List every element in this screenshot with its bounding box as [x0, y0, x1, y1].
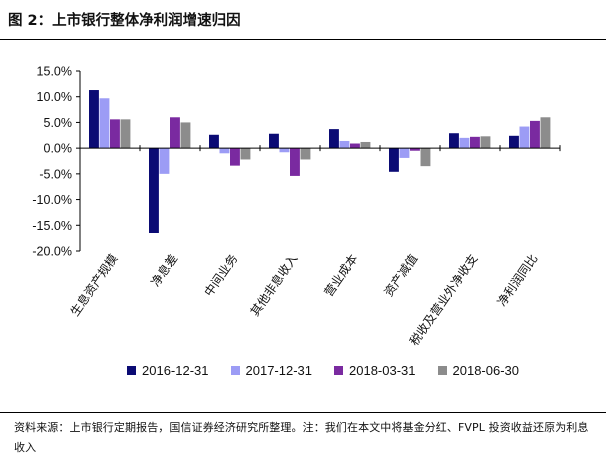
bar	[209, 134, 219, 149]
bar	[420, 148, 431, 167]
bar	[530, 120, 540, 149]
bar	[219, 148, 230, 154]
legend-item: 2016-12-31	[127, 363, 209, 378]
bar	[170, 117, 180, 149]
y-tick-label: -10.0%	[32, 193, 72, 207]
bar	[470, 136, 480, 149]
legend-label: 2018-06-30	[452, 363, 520, 378]
bar	[410, 148, 420, 151]
legend-swatch	[334, 366, 343, 375]
category-label: 税收及营业外净收支	[407, 252, 480, 349]
bar	[449, 133, 459, 149]
category-label: 资产减值	[381, 251, 421, 299]
y-tick-label: -20.0%	[32, 245, 72, 259]
bar	[110, 119, 120, 149]
y-tick-label: 0.0%	[44, 142, 73, 156]
legend-swatch	[437, 366, 447, 375]
y-tick-label: 5.0%	[44, 116, 73, 130]
y-tick-label: -15.0%	[32, 219, 72, 233]
bar	[350, 143, 360, 149]
y-tick-label: 10.0%	[37, 90, 72, 104]
bar	[360, 141, 371, 149]
bar	[240, 148, 251, 160]
bar	[180, 122, 191, 149]
bar	[159, 148, 170, 174]
chart-title: 图 2：上市银行整体净利润增速归因	[8, 13, 241, 29]
bar	[399, 148, 410, 158]
bar	[509, 135, 519, 149]
top-rule	[0, 39, 606, 40]
legend-label: 2017-12-31	[245, 363, 313, 378]
bar	[480, 136, 491, 149]
legend-swatch	[127, 366, 136, 375]
bar	[290, 148, 300, 176]
y-tick-label: -5.0%	[39, 167, 72, 181]
legend-swatch	[230, 366, 240, 375]
category-label: 净利润同比	[495, 252, 541, 309]
bar-chart: 15.0% 10.0% 5.0% 0.0% -5.0% -10.0% -15.0% -20.0…	[32, 65, 561, 349]
category-label: 生息资产规模	[67, 251, 121, 319]
category-label: 其他非息收入	[247, 251, 301, 319]
legend-item: 2018-03-31	[334, 363, 416, 378]
legend-item: 2017-12-31	[230, 363, 313, 378]
legend-label: 2016-12-31	[142, 363, 209, 378]
bar	[89, 90, 99, 149]
bottom-rule	[0, 412, 606, 413]
bar	[149, 148, 159, 233]
legend-item: 2018-06-30	[437, 363, 520, 378]
legend: 2016-12-31 2017-12-31 2018-03-31 2018-06…	[127, 363, 519, 378]
bar	[540, 117, 551, 149]
bar	[300, 148, 311, 160]
bar	[279, 148, 290, 153]
bar	[329, 129, 339, 149]
category-label: 中间业务	[201, 251, 241, 299]
bar	[519, 126, 530, 149]
bar	[120, 119, 131, 149]
bar	[389, 148, 399, 172]
y-tick-label: 15.0%	[37, 65, 72, 79]
bar	[459, 137, 470, 149]
category-label: 净息差	[148, 251, 181, 289]
category-label: 营业成本	[321, 252, 360, 299]
legend-label: 2018-03-31	[349, 363, 416, 378]
source-note: 资料来源：上市银行定期报告，国信证券经济研究所整理。注：我们在本文中将基金分红、…	[14, 421, 589, 454]
bar	[230, 148, 240, 166]
bar	[339, 140, 350, 149]
bar	[99, 98, 110, 149]
bar	[269, 133, 279, 149]
